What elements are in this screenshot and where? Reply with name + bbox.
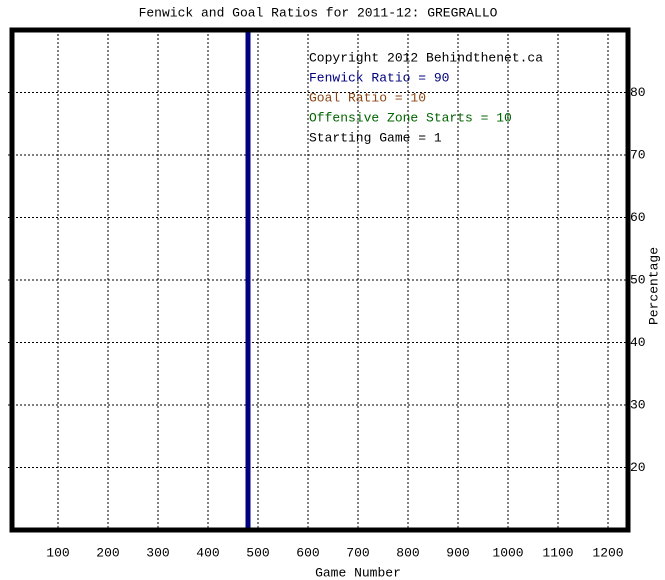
annotation: Offensive Zone Starts = 10 (309, 110, 512, 125)
annotation: Goal Ratio = 10 (309, 90, 426, 105)
plot-border (9, 27, 631, 533)
x-tick-label: 700 (346, 545, 369, 560)
x-tick-label: 400 (196, 545, 219, 560)
y-tick-label: 50 (630, 272, 646, 287)
y-tick-label: 80 (630, 85, 646, 100)
y-tick-label: 60 (630, 210, 646, 225)
x-tick-label: 1200 (592, 545, 623, 560)
x-tick-label: 900 (446, 545, 469, 560)
x-tick-label: 100 (46, 545, 69, 560)
annotation: Starting Game = 1 (309, 130, 442, 145)
x-tick-label: 800 (396, 545, 419, 560)
y-axis-label: Percentage (646, 247, 661, 325)
x-axis-label: Game Number (315, 565, 401, 580)
y-tick-label: 30 (630, 397, 646, 412)
x-tick-label: 600 (296, 545, 319, 560)
chart-title: Fenwick and Goal Ratios for 2011-12: GRE… (139, 5, 498, 20)
y-tick-label: 70 (630, 147, 646, 162)
annotation: Copyright 2012 Behindthenet.ca (309, 50, 543, 65)
x-tick-label: 500 (246, 545, 269, 560)
y-tick-label: 20 (630, 460, 646, 475)
annotation: Fenwick Ratio = 90 (309, 70, 449, 85)
x-tick-label: 1000 (492, 545, 523, 560)
x-tick-label: 300 (146, 545, 169, 560)
x-tick-label: 200 (96, 545, 119, 560)
x-tick-label: 1100 (542, 545, 573, 560)
y-tick-label: 40 (630, 335, 646, 350)
